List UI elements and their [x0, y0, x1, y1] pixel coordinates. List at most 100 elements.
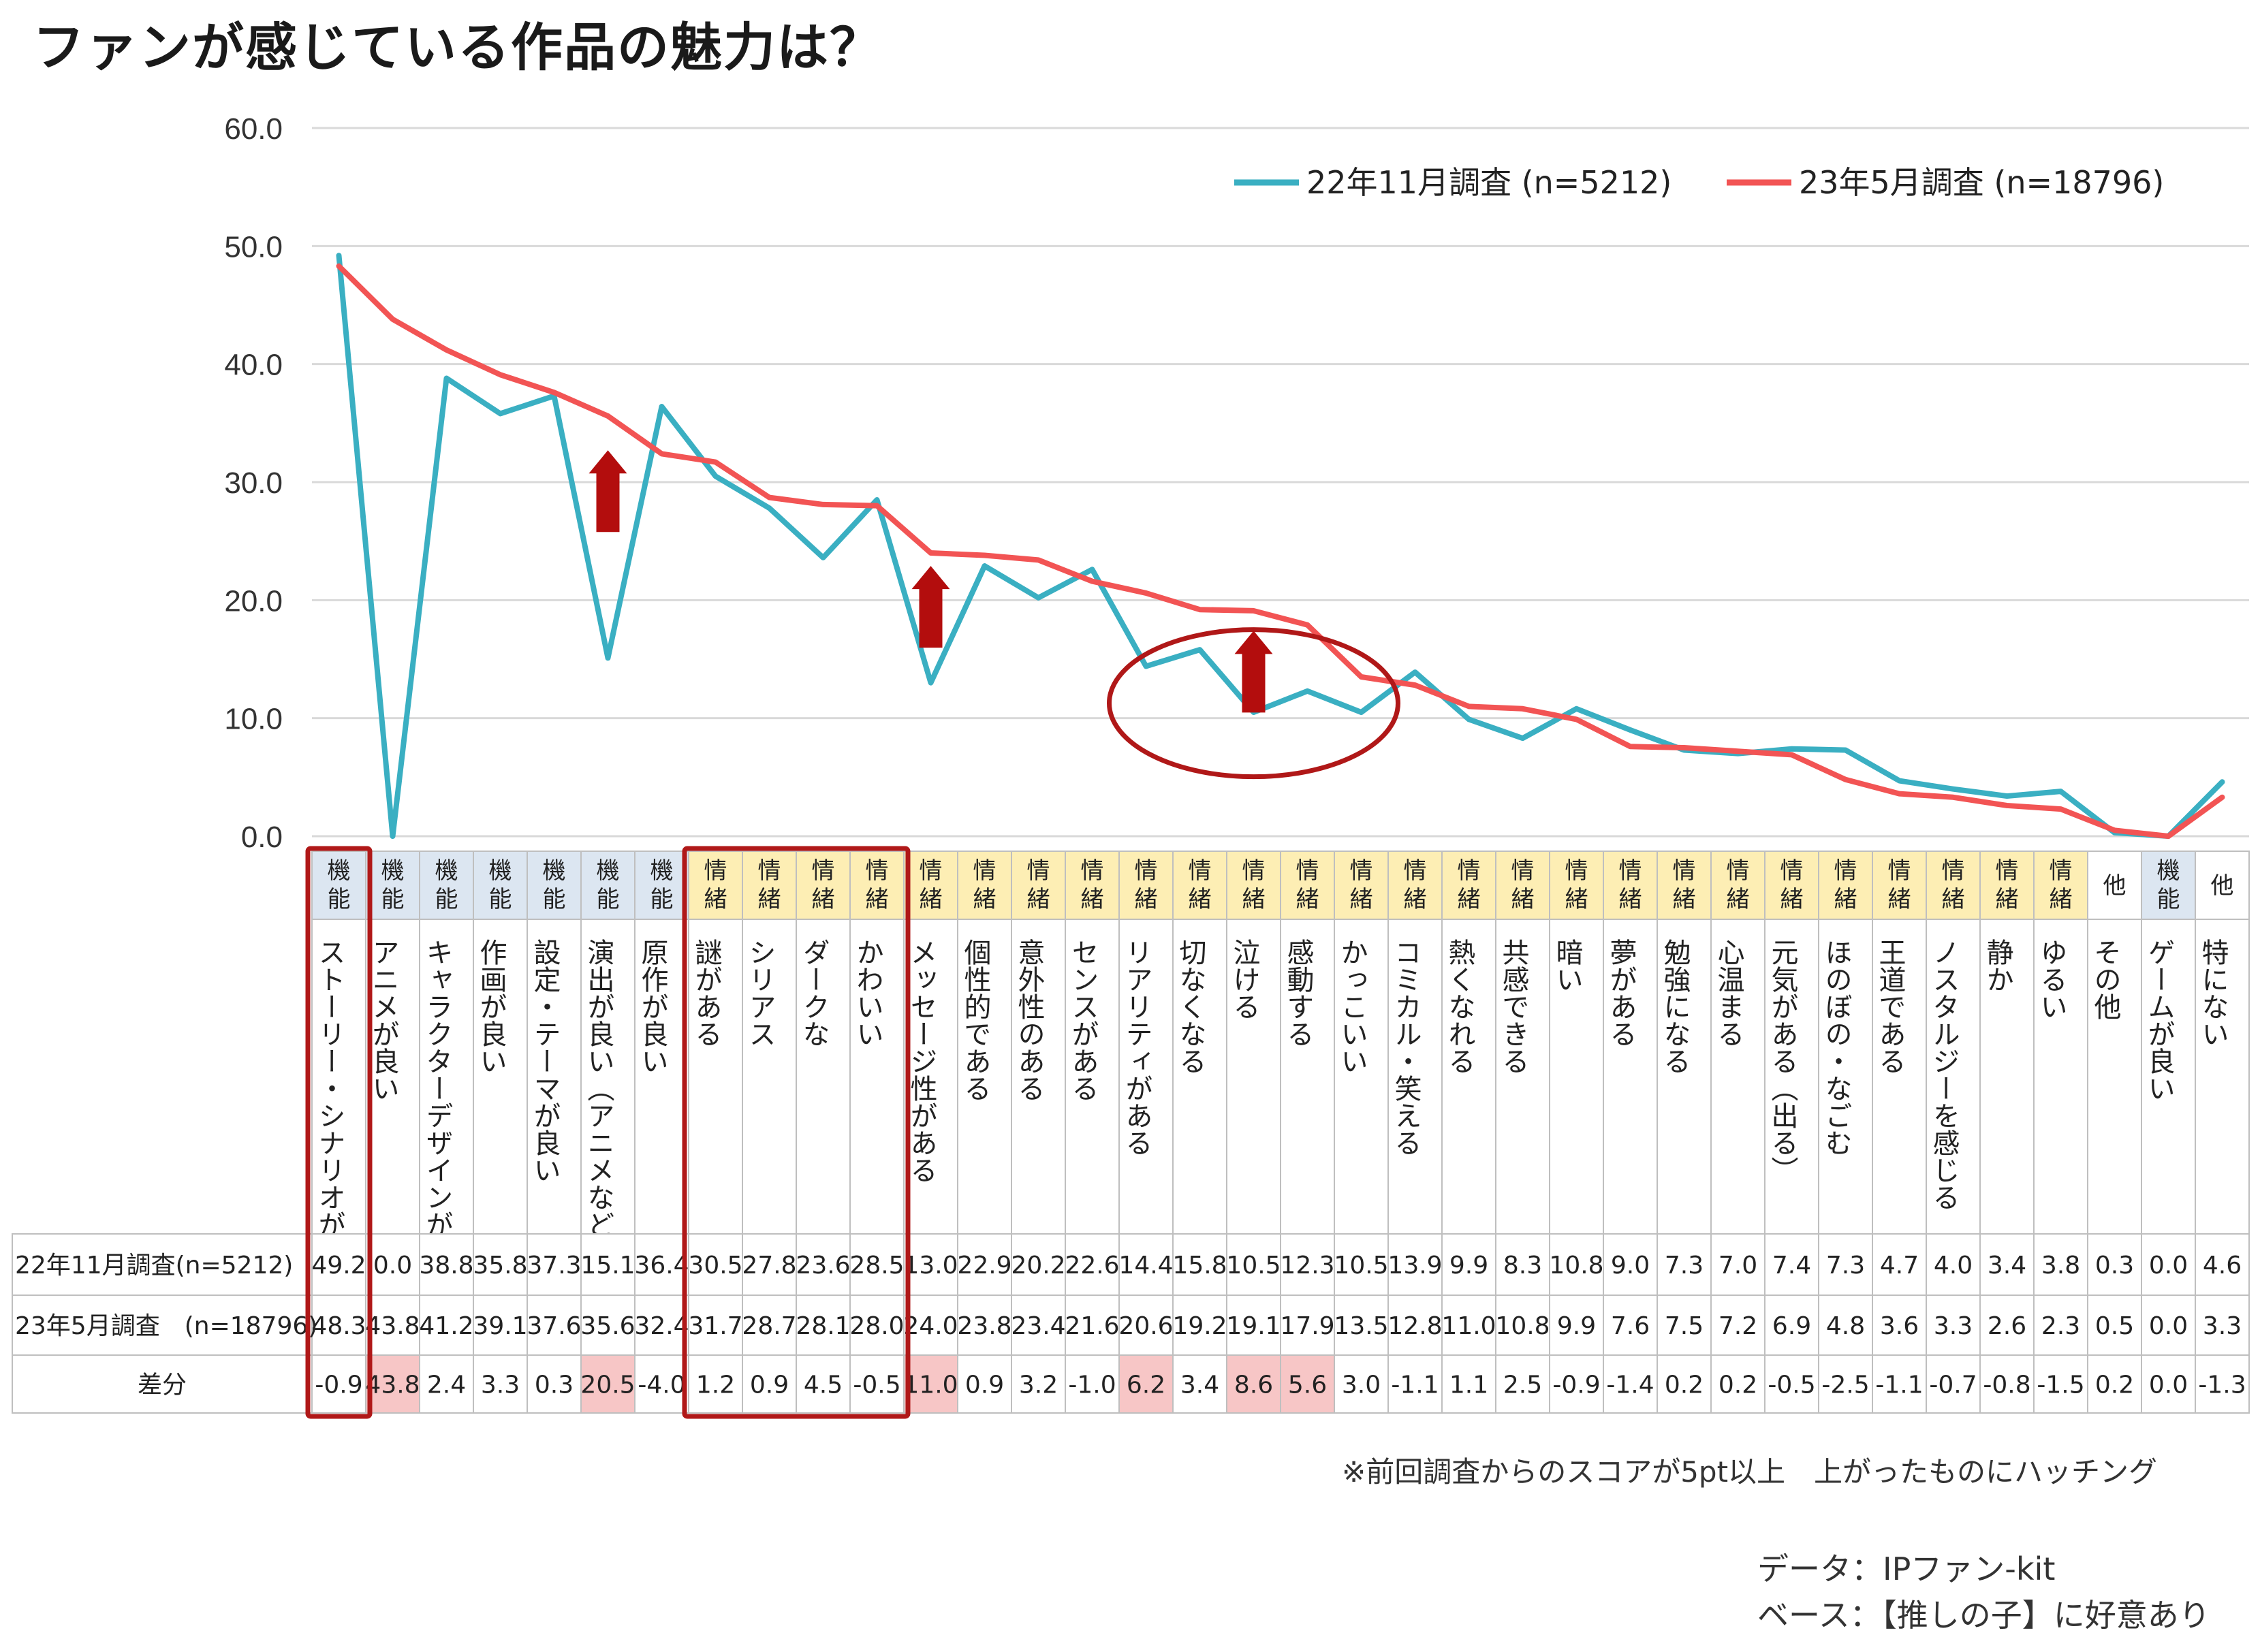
- table-cell: [1710, 1354, 1765, 1414]
- row2-value: 2.3: [2041, 1312, 2080, 1340]
- category-label-cell: [2087, 919, 2142, 1235]
- group-label: 情: [1404, 857, 1427, 885]
- category-label: 共感できる: [1498, 938, 1529, 1075]
- diff-value: -1.5: [2037, 1371, 2084, 1399]
- up-arrow-icon: [1234, 631, 1273, 713]
- category-label-cell: [1710, 919, 1765, 1235]
- category-label-cell: [311, 919, 366, 1235]
- row2-value: 21.6: [1065, 1312, 1119, 1340]
- group-header-cell: [1818, 851, 1873, 920]
- category-label: 意外性のある: [1014, 938, 1045, 1102]
- legend-entry: 22年11月調査 (n=5212): [1306, 164, 1672, 201]
- group-label: 緒: [1942, 886, 1965, 913]
- diff-value: 1.2: [696, 1371, 735, 1399]
- diff-value: 0.3: [535, 1371, 574, 1399]
- category-label: センスがある: [1067, 938, 1099, 1102]
- y-tick-label: 30.0: [224, 466, 283, 500]
- row1-value: 7.3: [1665, 1252, 1704, 1280]
- group-label: 情: [1565, 857, 1588, 885]
- table-cell: [2141, 1294, 2196, 1356]
- row2-value: 41.2: [419, 1312, 473, 1340]
- group-label: 情: [1673, 857, 1696, 885]
- diff-value: 2.4: [427, 1371, 466, 1399]
- row-label-cell: [12, 1354, 313, 1414]
- group-label: 緒: [1673, 886, 1696, 913]
- group-label: 情: [1350, 857, 1373, 885]
- diff-value: -1.3: [2198, 1371, 2246, 1399]
- chart-grid: [312, 127, 2249, 838]
- diff-value: 1.1: [1449, 1371, 1488, 1399]
- table-cell: [2195, 1354, 2250, 1414]
- row1-value: 37.3: [527, 1252, 581, 1280]
- row1-value: 7.4: [1772, 1252, 1811, 1280]
- group-header-cell: [1495, 851, 1550, 920]
- group-label: 情: [1511, 857, 1535, 885]
- category-label: アニメが良い: [368, 938, 399, 1102]
- category-label: 感動する: [1283, 938, 1314, 1047]
- row1-value: 49.2: [311, 1252, 366, 1280]
- category-label: 心温まる: [1713, 938, 1744, 1047]
- group-label: 他: [2103, 872, 2126, 900]
- diff-value: -1.0: [1068, 1371, 1116, 1399]
- group-label: 能: [2157, 886, 2180, 913]
- table-cell: [688, 1233, 743, 1296]
- table-cell: [1495, 1354, 1550, 1414]
- group-label: 情: [1727, 857, 1750, 885]
- group-label: 機: [2157, 857, 2180, 885]
- diff-value: 3.0: [1342, 1371, 1381, 1399]
- row2-value: 32.4: [634, 1312, 689, 1340]
- category-label: 勉強になる: [1659, 938, 1691, 1075]
- category-label-cell: [957, 919, 1012, 1235]
- row2-value: 37.6: [527, 1312, 581, 1340]
- table-cell: [527, 1354, 582, 1414]
- series-lines: [336, 253, 2225, 839]
- row2-value: 6.9: [1772, 1312, 1811, 1340]
- group-header-cell: [796, 851, 851, 920]
- diff-value: 0.9: [965, 1371, 1004, 1399]
- group-label: 緒: [1027, 886, 1050, 913]
- table-cell: [1603, 1294, 1658, 1356]
- row1-value: 22.9: [957, 1252, 1011, 1280]
- row-label: 差分: [138, 1371, 187, 1399]
- group-label: 緒: [758, 886, 781, 913]
- group-header-cell: [311, 851, 366, 920]
- row1-value: 38.8: [419, 1252, 473, 1280]
- table-cell: [527, 1233, 582, 1296]
- category-label: かっこいい: [1336, 938, 1368, 1075]
- category-label: 設定・テーマが良い: [529, 938, 561, 1184]
- series-line: [336, 253, 2225, 839]
- row2-value: 3.3: [1934, 1312, 1973, 1340]
- category-label-cell: [527, 919, 582, 1235]
- table-cell: [1011, 1233, 1066, 1296]
- group-label: 緒: [1296, 886, 1319, 913]
- row1-value: 4.0: [1934, 1252, 1973, 1280]
- row2-value: 48.3: [311, 1312, 366, 1340]
- table-cell: [311, 1294, 366, 1356]
- group-header-cell: [1657, 851, 1712, 920]
- source-note: データ：IPファン-kit: [1757, 1551, 2056, 1587]
- row2-value: 10.8: [1495, 1312, 1550, 1340]
- row1-value: 13.0: [903, 1252, 958, 1280]
- highlight-ellipse: [1107, 627, 1400, 780]
- row2-value: 7.6: [1611, 1312, 1650, 1340]
- category-label-cell: [365, 919, 420, 1235]
- table-cell: [1387, 1233, 1443, 1296]
- diff-value: 43.8: [365, 1371, 420, 1399]
- row2-value: 2.6: [1988, 1312, 2026, 1340]
- row1-value: 3.4: [1988, 1252, 2026, 1280]
- row1-value: 0.3: [2095, 1252, 2134, 1280]
- group-header-cell: [1603, 851, 1658, 920]
- table-cell: [1280, 1294, 1335, 1356]
- group-label: 緒: [1565, 886, 1588, 913]
- row1-value: 23.6: [796, 1252, 850, 1280]
- y-tick-label: 20.0: [224, 584, 283, 618]
- row1-value: 14.4: [1118, 1252, 1173, 1280]
- group-label: 情: [973, 857, 996, 885]
- category-label: 原作が良い: [637, 938, 668, 1075]
- group-label: 情: [758, 857, 781, 885]
- table-cell: [1226, 1354, 1281, 1414]
- group-label: 情: [920, 857, 943, 885]
- y-tick-label: 0.0: [241, 821, 283, 854]
- table-cell: [1979, 1354, 2035, 1414]
- group-label: 能: [543, 886, 566, 913]
